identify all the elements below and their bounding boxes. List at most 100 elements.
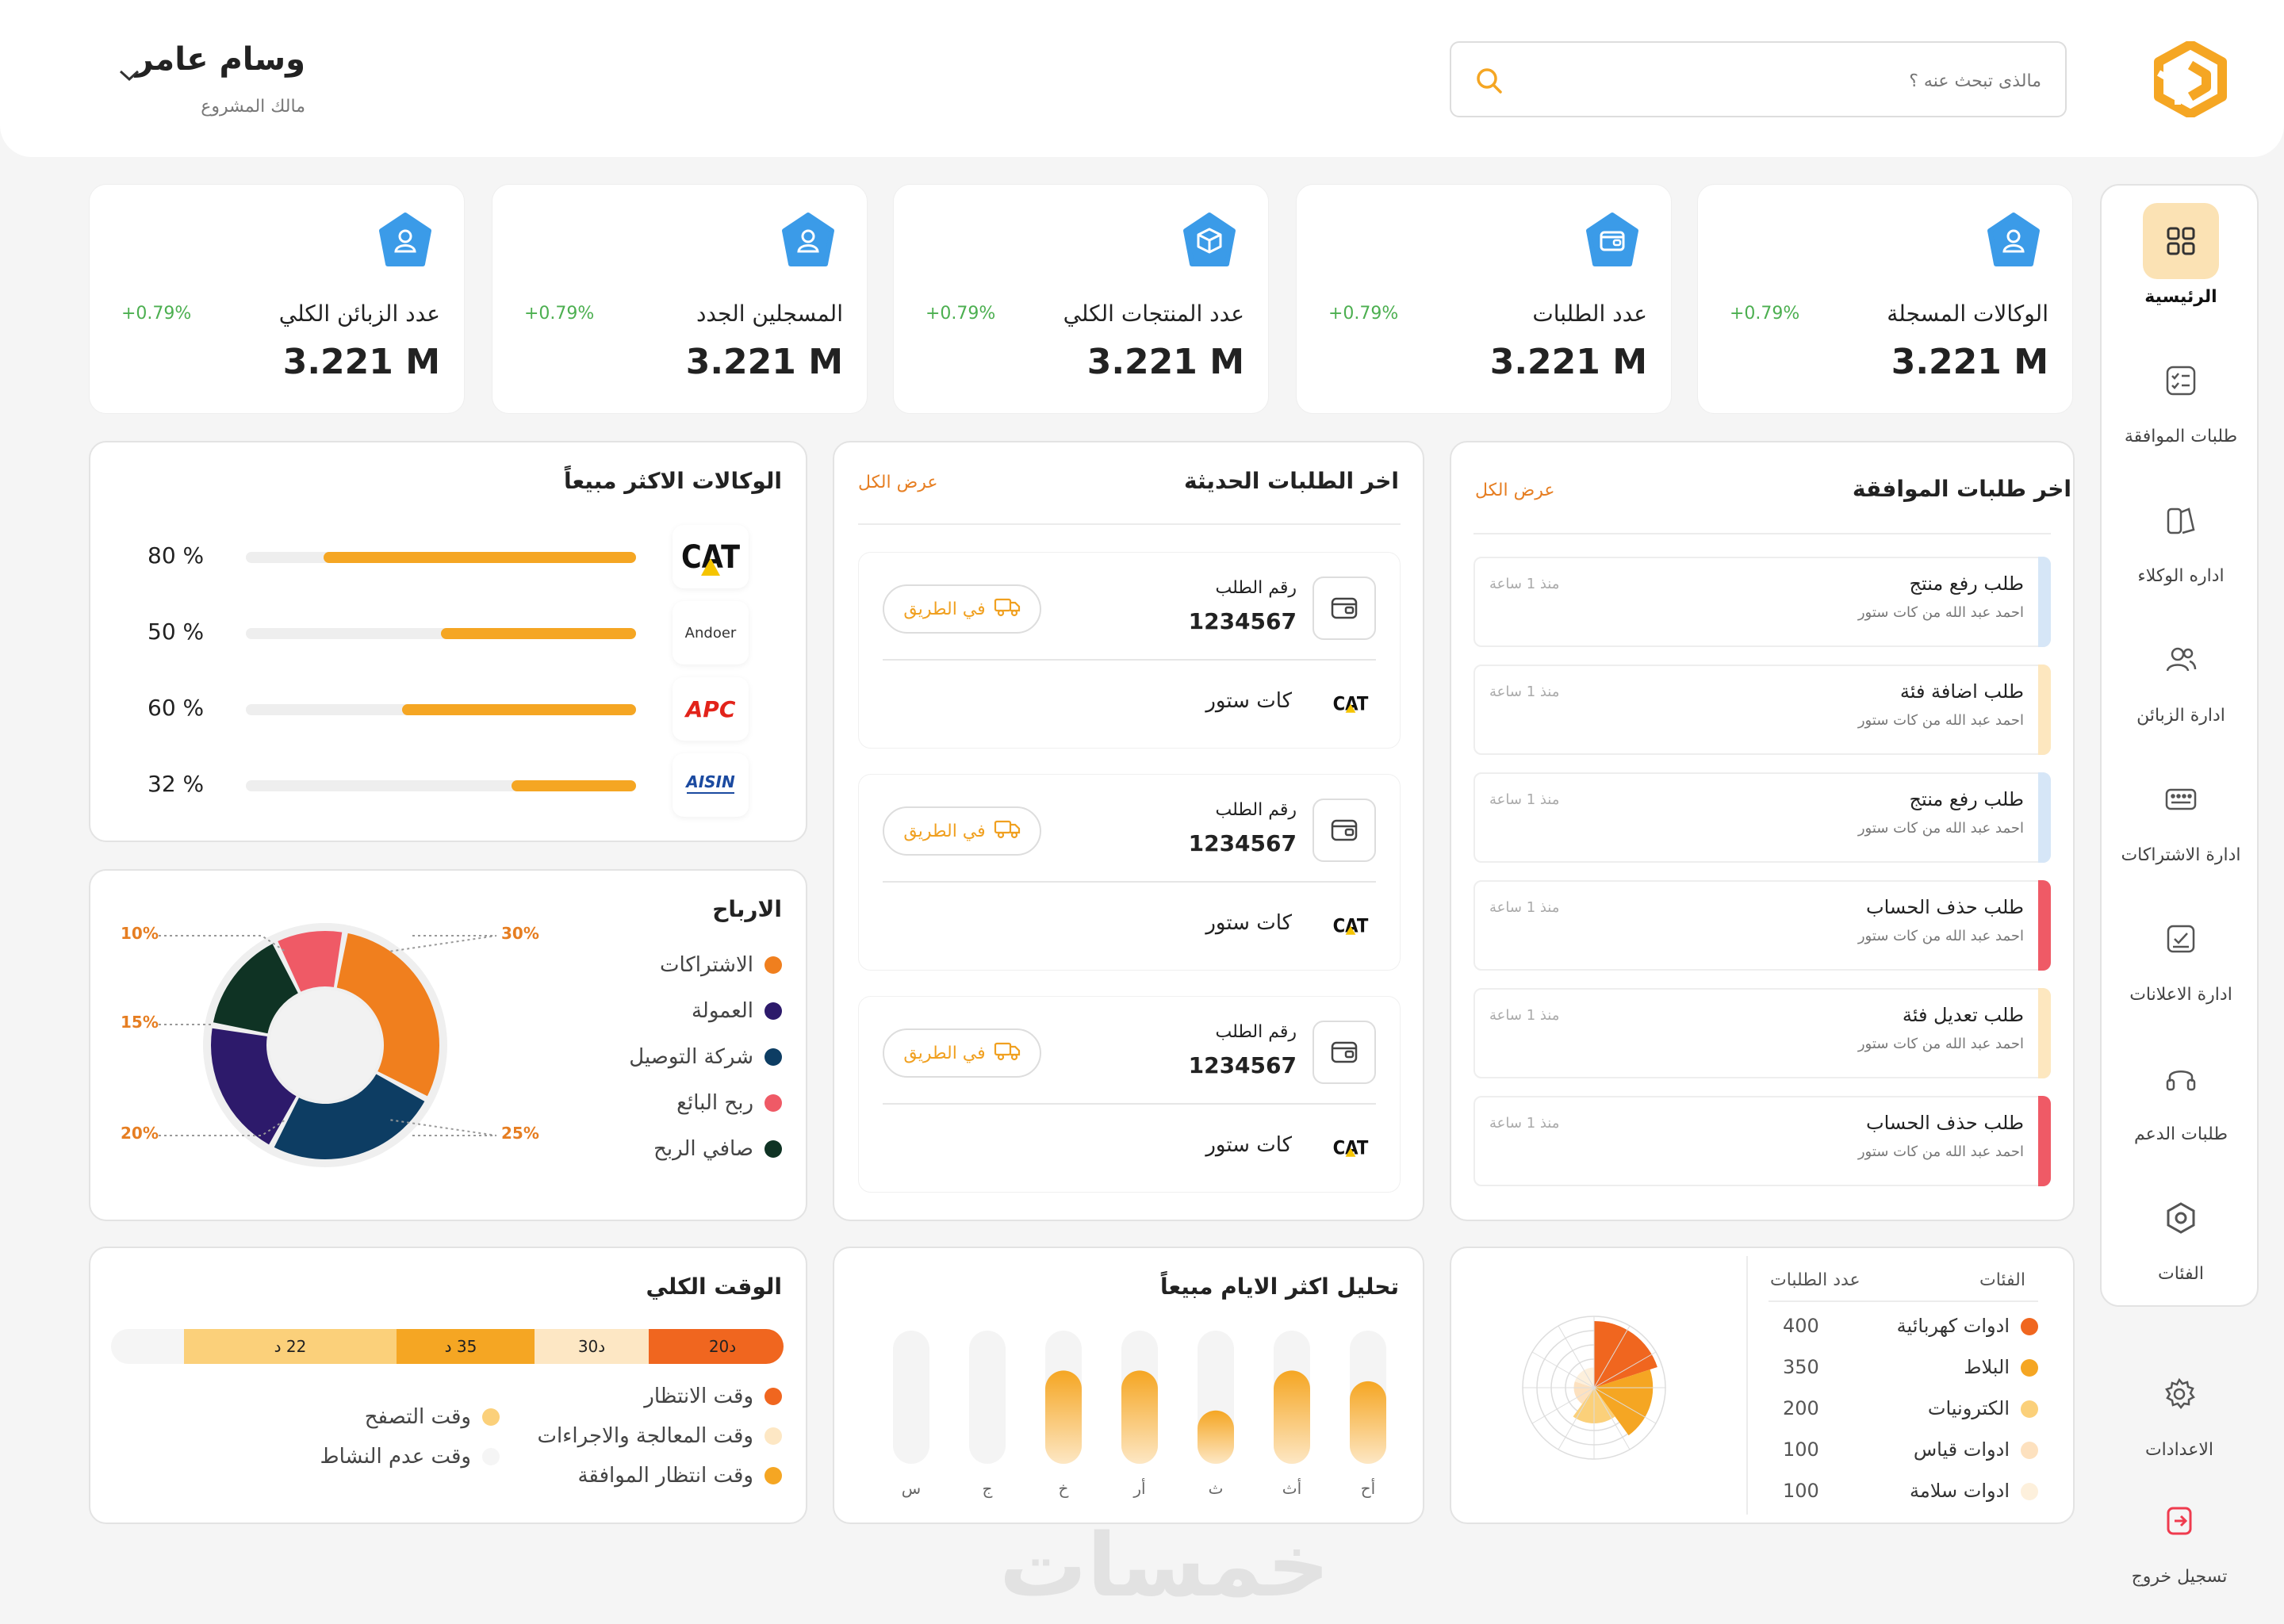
- sidebar-item-ads[interactable]: ادارة الاعلانات: [2102, 901, 2260, 1005]
- request-time: منذ 1 ساعة: [1489, 791, 1560, 808]
- agency-row[interactable]: % 80 CAT: [89, 525, 755, 588]
- time-segment[interactable]: د20: [649, 1329, 784, 1364]
- sidebar-item-label: ادارة الزبائن: [2136, 706, 2225, 726]
- order-card[interactable]: رقم الطلب 1234567 في الطريق كات ستور CAT: [858, 996, 1401, 1193]
- agency-logo: AISIN: [673, 753, 749, 817]
- agency-logo: APC: [673, 677, 749, 741]
- category-count: 200: [1783, 1397, 1819, 1419]
- users-icon: [2143, 622, 2219, 698]
- stat-value: 3.221 M: [685, 342, 843, 382]
- radial-slice[interactable]: [1594, 1369, 1654, 1436]
- time-segment[interactable]: 22 د: [184, 1329, 397, 1364]
- logout-button[interactable]: تسجيل خروج: [2100, 1483, 2259, 1587]
- sidebar-item-label: طلبات الدعم: [2134, 1124, 2228, 1144]
- day-bar[interactable]: [1274, 1370, 1310, 1464]
- watermark-logo: خمسات: [999, 1515, 1330, 1616]
- sidebar-item-home[interactable]: الرئيسية: [2102, 203, 2260, 307]
- request-title: طلب حذف الحساب: [1866, 1112, 2024, 1134]
- stat-card[interactable]: الوكالات المسجلة +0.79% 3.221 M: [1697, 184, 2073, 414]
- legend-item: العمولة: [692, 999, 782, 1023]
- donut-slice[interactable]: [336, 933, 439, 1097]
- sidebar-item-support[interactable]: طلبات الدعم: [2102, 1040, 2260, 1144]
- status-strip: [2038, 988, 2051, 1078]
- category-row[interactable]: البلاط 350: [1769, 1353, 2038, 1385]
- truck-icon: [994, 818, 1021, 845]
- approval-request-item[interactable]: طلب رفع منتج احمد عبد الله من كات ستور منذ…: [1473, 772, 2051, 863]
- day-label: س: [902, 1479, 921, 1498]
- sidebar-item-approvals[interactable]: طلبات الموافقة: [2102, 343, 2260, 446]
- stat-card[interactable]: عدد الطلبات +0.79% 3.221 M: [1296, 184, 1672, 414]
- sidebar-item-subscriptions[interactable]: ادارة الاشتراكات: [2102, 761, 2260, 865]
- orders-view-all-link[interactable]: عرض الكل: [858, 473, 938, 492]
- day-bar[interactable]: [1121, 1370, 1158, 1464]
- sidebar-item-settings[interactable]: الاعدادات: [2100, 1356, 2259, 1460]
- agency-progress-track: [246, 780, 636, 791]
- stat-card[interactable]: المسجلين الجدد +0.79% 3.221 M: [492, 184, 868, 414]
- order-status-badge[interactable]: في الطريق: [883, 584, 1041, 634]
- day-bar[interactable]: [1350, 1381, 1386, 1464]
- sidebar-item-label: ادارة الاعلانات: [2129, 985, 2232, 1005]
- category-row[interactable]: ادوات كهربائية 400: [1769, 1312, 2038, 1343]
- order-card[interactable]: رقم الطلب 1234567 في الطريق كات ستور CAT: [858, 552, 1401, 749]
- time-segment[interactable]: د30: [535, 1329, 649, 1364]
- grid-icon: [2143, 203, 2219, 279]
- request-title: طلب اضافة فئة: [1899, 680, 2024, 703]
- chevron-down-icon[interactable]: [117, 67, 141, 87]
- donut-slice[interactable]: [274, 1074, 425, 1159]
- stat-card[interactable]: عدد المنتجات الكلي +0.79% 3.221 M: [893, 184, 1269, 414]
- category-row[interactable]: ادوات قياس 100: [1769, 1435, 2038, 1467]
- agency-row[interactable]: % 32 AISIN: [89, 753, 755, 817]
- divider: [1769, 1300, 2038, 1302]
- logout-label: تسجيل خروج: [2131, 1567, 2228, 1587]
- radial-slice[interactable]: [1574, 1367, 1594, 1388]
- approval-request-item[interactable]: طلب تعديل فئة احمد عبد الله من كات ستور من…: [1473, 988, 2051, 1078]
- legend-dot: [765, 1140, 782, 1158]
- sidebar-item-customers[interactable]: ادارة الزبائن: [2102, 622, 2260, 726]
- stat-card[interactable]: عدد الزبائن الكلي +0.79% 3.221 M: [89, 184, 465, 414]
- search-box[interactable]: [1450, 41, 2067, 117]
- sidebar-item-agents[interactable]: اداره الوكلاء: [2102, 482, 2260, 586]
- agency-row[interactable]: % 60 APC: [89, 677, 755, 741]
- order-status-badge[interactable]: في الطريق: [883, 1028, 1041, 1078]
- category-row[interactable]: ادوات سلامة 100: [1769, 1477, 2038, 1508]
- order-status-badge[interactable]: في الطريق: [883, 806, 1041, 856]
- app-logo[interactable]: [2154, 40, 2227, 121]
- category-row[interactable]: الكترونيات 200: [1769, 1394, 2038, 1426]
- order-status-label: في الطريق: [903, 821, 986, 841]
- donut-slice[interactable]: [211, 1028, 297, 1145]
- search-input[interactable]: [1534, 63, 2041, 98]
- approvals-view-all-link[interactable]: عرض الكل: [1475, 481, 1555, 500]
- legend-item: وقت الانتظار: [644, 1385, 782, 1408]
- profits-donut-chart: 10% 30% 15% 20% 25%: [121, 923, 539, 1167]
- legend-dot: [765, 1002, 782, 1020]
- order-number: 1234567: [1188, 1052, 1297, 1078]
- search-icon[interactable]: [1475, 67, 1504, 98]
- settings-label: الاعدادات: [2144, 1440, 2214, 1460]
- agency-row[interactable]: % 50 Andoer: [89, 601, 755, 665]
- approval-request-item[interactable]: طلب حذف الحساب احمد عبد الله من كات ستور م…: [1473, 1096, 2051, 1186]
- checklist-icon: [2143, 343, 2219, 419]
- total-time-card: [89, 1247, 807, 1524]
- approval-request-item[interactable]: طلب رفع منتج احمد عبد الله من كات ستور منذ…: [1473, 557, 2051, 647]
- radial-slice[interactable]: [1573, 1381, 1595, 1404]
- day-bar-track: [969, 1331, 1006, 1464]
- day-bar[interactable]: [1045, 1370, 1082, 1464]
- legend-dot: [765, 956, 782, 974]
- time-segment[interactable]: 35 د: [387, 1329, 535, 1364]
- legend-label: الاشتراكات: [659, 953, 753, 977]
- donut-slice[interactable]: [278, 931, 343, 992]
- status-strip: [2038, 557, 2051, 647]
- store-name: كات ستور: [1205, 689, 1292, 713]
- day-bar-track: [893, 1331, 929, 1464]
- approval-request-item[interactable]: طلب اضافة فئة احمد عبد الله من كات ستور من…: [1473, 665, 2051, 755]
- sidebar-item-categories[interactable]: الفئات: [2102, 1180, 2260, 1284]
- user-icon: [377, 212, 434, 275]
- radial-slice[interactable]: [1594, 1321, 1657, 1388]
- approval-request-item[interactable]: طلب حذف الحساب احمد عبد الله من كات ستور م…: [1473, 880, 2051, 971]
- order-card[interactable]: رقم الطلب 1234567 في الطريق كات ستور CAT: [858, 774, 1401, 971]
- status-strip: [2038, 1096, 2051, 1186]
- day-bar[interactable]: [1198, 1410, 1234, 1464]
- legend-label: صافي الربح: [653, 1137, 753, 1161]
- total-time-title: الوقت الكلي: [646, 1274, 782, 1300]
- donut-slice[interactable]: [213, 944, 298, 1034]
